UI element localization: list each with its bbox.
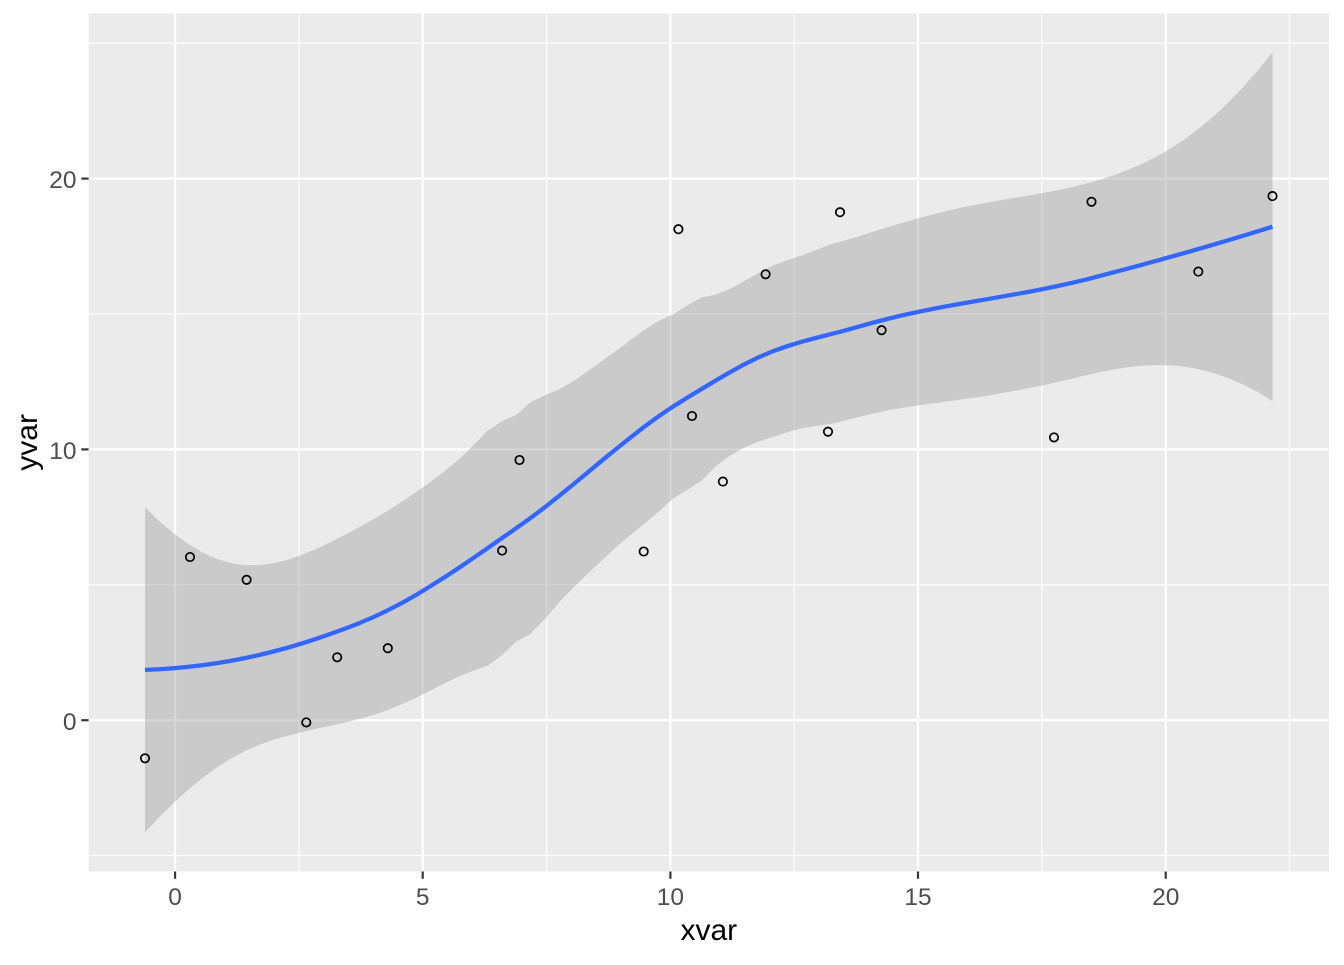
svg-text:20: 20 xyxy=(1152,884,1179,911)
svg-text:0: 0 xyxy=(63,709,77,736)
svg-text:20: 20 xyxy=(49,167,76,194)
svg-text:10: 10 xyxy=(49,438,76,465)
svg-text:15: 15 xyxy=(904,884,931,911)
svg-text:10: 10 xyxy=(657,884,684,911)
svg-text:yvar: yvar xyxy=(11,414,44,471)
svg-text:0: 0 xyxy=(168,884,182,911)
svg-text:xvar: xvar xyxy=(680,914,737,947)
svg-text:5: 5 xyxy=(416,884,430,911)
